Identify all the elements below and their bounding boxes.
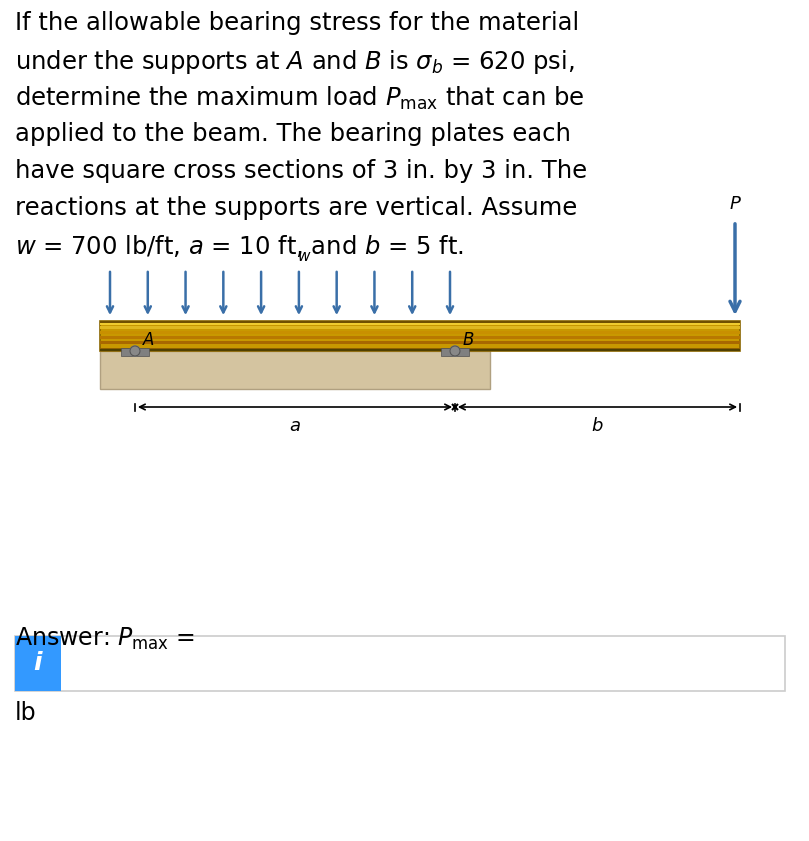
Bar xyxy=(100,321,740,351)
Text: a: a xyxy=(290,417,300,435)
Text: i: i xyxy=(34,652,42,675)
Text: applied to the beam. The bearing plates each: applied to the beam. The bearing plates … xyxy=(15,122,571,146)
Text: w: w xyxy=(298,249,310,264)
Bar xyxy=(100,321,740,323)
Text: B: B xyxy=(463,331,474,349)
Circle shape xyxy=(450,346,460,356)
Bar xyxy=(100,331,740,334)
Bar xyxy=(441,348,469,356)
Text: determine the maximum load $P_{\mathrm{max}}$ that can be: determine the maximum load $P_{\mathrm{m… xyxy=(15,85,584,112)
Bar xyxy=(15,636,785,691)
Bar xyxy=(100,322,740,325)
Text: A: A xyxy=(143,331,155,349)
Text: under the supports at $A$ and $B$ is $\sigma_b$ = 620 psi,: under the supports at $A$ and $B$ is $\s… xyxy=(15,48,574,76)
Bar xyxy=(121,348,149,356)
Text: lb: lb xyxy=(15,701,36,725)
Text: $w$ = 700 lb/ft, $a$ = 10 ft, and $b$ = 5 ft.: $w$ = 700 lb/ft, $a$ = 10 ft, and $b$ = … xyxy=(15,233,464,259)
Bar xyxy=(100,336,740,339)
Bar xyxy=(100,341,740,344)
Bar xyxy=(15,636,61,691)
Text: P: P xyxy=(730,195,740,213)
Text: have square cross sections of 3 in. by 3 in. The: have square cross sections of 3 in. by 3… xyxy=(15,159,587,183)
Bar xyxy=(100,351,490,389)
Bar xyxy=(100,349,740,351)
Bar xyxy=(100,348,740,351)
Bar xyxy=(100,326,740,329)
Text: Answer: $P_{\mathrm{max}}$ =: Answer: $P_{\mathrm{max}}$ = xyxy=(15,626,195,653)
Circle shape xyxy=(130,346,140,356)
Text: b: b xyxy=(592,417,604,435)
Text: reactions at the supports are vertical. Assume: reactions at the supports are vertical. … xyxy=(15,196,578,220)
Text: If the allowable bearing stress for the material: If the allowable bearing stress for the … xyxy=(15,11,579,35)
